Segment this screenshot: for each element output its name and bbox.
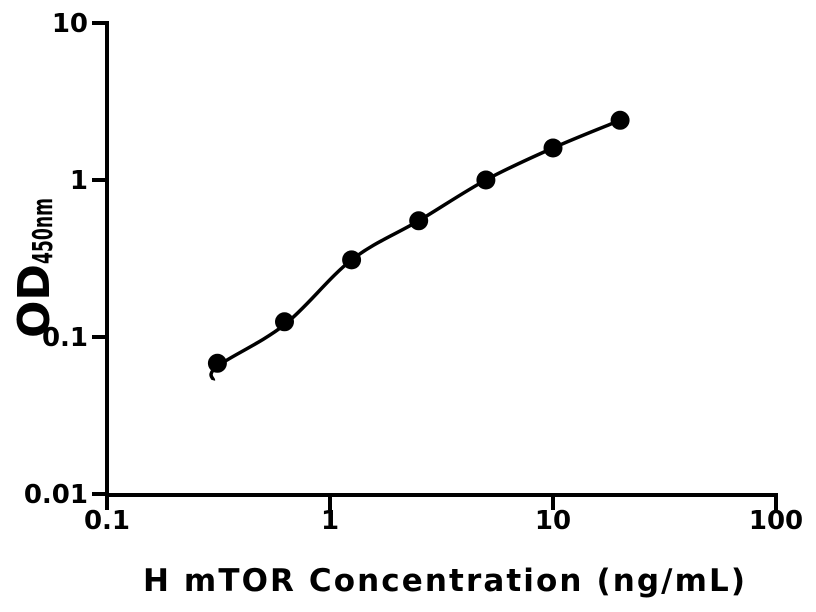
x-tick-label: 100 xyxy=(749,506,803,536)
data-point-markers xyxy=(207,110,630,373)
y-axis-title-subscript: 450nm xyxy=(26,198,59,264)
data-point-marker xyxy=(543,138,563,158)
y-tick-label: 10 xyxy=(52,9,88,39)
data-point-marker xyxy=(610,110,630,130)
data-point-marker xyxy=(275,312,294,332)
fit-curve-line xyxy=(209,118,621,381)
x-axis-title: H mTOR Concentration (ng/mL) xyxy=(143,563,745,599)
y-axis-title: OD450nm xyxy=(9,198,60,338)
x-axis-ticks: 0.1 1 10 100 xyxy=(84,496,803,536)
x-tick-label: 10 xyxy=(535,506,571,536)
y-tick-label: 1 xyxy=(70,166,88,196)
y-axis-ticks: 0.01 0.1 1 10 xyxy=(24,9,106,510)
x-tick-label: 1 xyxy=(321,506,339,536)
data-point-marker xyxy=(207,353,227,373)
data-point-marker xyxy=(342,250,362,270)
x-tick-label: 0.1 xyxy=(84,506,130,536)
y-tick-label: 0.1 xyxy=(42,323,88,353)
data-point-marker xyxy=(409,211,429,231)
axes xyxy=(105,21,778,497)
y-axis-title-main: OD xyxy=(9,264,60,338)
y-tick-label: 0.01 xyxy=(24,480,88,510)
data-point-marker xyxy=(476,170,496,190)
